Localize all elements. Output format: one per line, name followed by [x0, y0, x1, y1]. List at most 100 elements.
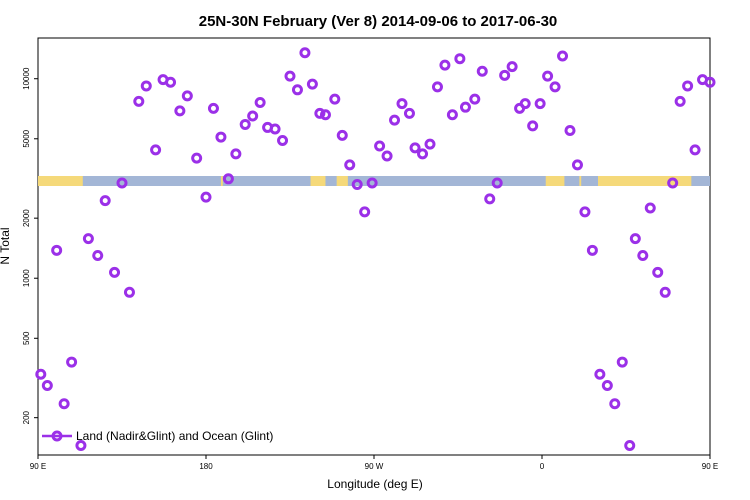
- data-point: [344, 159, 356, 171]
- data-point: [499, 69, 511, 81]
- data-point: [674, 95, 686, 107]
- data-point: [215, 131, 227, 143]
- legend-marker: [51, 430, 63, 442]
- data-point: [82, 233, 94, 245]
- data-point: [506, 61, 518, 73]
- data-point: [689, 144, 701, 156]
- data-point: [351, 178, 363, 190]
- data-point: [629, 233, 641, 245]
- data-point: [66, 356, 78, 368]
- data-point: [133, 95, 145, 107]
- x-tick-label-1: 180: [199, 462, 213, 471]
- data-point: [51, 244, 63, 256]
- data-point: [594, 368, 606, 380]
- data-point: [191, 152, 203, 164]
- data-point: [637, 249, 649, 261]
- data-point: [222, 173, 234, 185]
- x-tick-label-0: 90 E: [30, 462, 46, 471]
- data-point: [454, 53, 466, 65]
- data-point: [424, 138, 436, 150]
- data-point: [389, 114, 401, 126]
- data-point: [446, 109, 458, 121]
- legend: Land (Nadir&Glint) and Ocean (Glint): [42, 429, 273, 443]
- legend-label: Land (Nadir&Glint) and Ocean (Glint): [76, 429, 273, 443]
- x-tick-label-3: 0: [540, 462, 545, 471]
- data-point: [586, 244, 598, 256]
- data-point: [704, 76, 716, 88]
- data-point: [431, 81, 443, 93]
- land-segment-4: [545, 176, 565, 186]
- data-point: [291, 84, 303, 96]
- data-point: [417, 148, 429, 160]
- land-segment-5: [579, 176, 582, 186]
- data-point: [491, 177, 503, 189]
- data-point: [571, 159, 583, 171]
- data-point: [254, 97, 266, 109]
- data-point: [200, 191, 212, 203]
- data-point: [284, 70, 296, 82]
- data-point: [58, 398, 70, 410]
- data-point: [329, 93, 341, 105]
- data-point: [92, 249, 104, 261]
- y-tick-label-1: 500: [22, 331, 31, 345]
- chart-title: 25N-30N February (Ver 8) 2014-09-06 to 2…: [199, 13, 558, 30]
- land-segment-6: [598, 176, 692, 186]
- data-point: [557, 50, 569, 62]
- land-segment-1: [220, 176, 223, 186]
- data-point: [579, 206, 591, 218]
- data-point: [381, 150, 393, 162]
- y-tick-label-2: 1000: [22, 269, 31, 287]
- data-point: [314, 107, 326, 119]
- data-point: [624, 440, 636, 452]
- data-point: [476, 65, 488, 77]
- data-point: [644, 202, 656, 214]
- data-point: [230, 148, 242, 160]
- data-point: [667, 177, 679, 189]
- data-point: [439, 59, 451, 71]
- data-point: [652, 266, 664, 278]
- data-point: [659, 286, 671, 298]
- land-segment-0: [38, 176, 83, 186]
- data-point: [534, 98, 546, 110]
- data-point: [409, 142, 421, 154]
- data-point: [306, 78, 318, 90]
- data-point: [140, 80, 152, 92]
- data-point: [174, 105, 186, 117]
- data-point: [366, 177, 378, 189]
- x-axis-label: Longitude (deg E): [327, 477, 422, 491]
- data-point: [123, 286, 135, 298]
- data-point: [601, 379, 613, 391]
- data-point: [527, 120, 539, 132]
- data-point: [239, 118, 251, 130]
- data-point: [247, 110, 259, 122]
- x-tick-label-4: 90 E: [702, 462, 718, 471]
- data-point: [484, 193, 496, 205]
- data-point: [519, 98, 531, 110]
- y-tick-label-4: 5000: [22, 129, 31, 147]
- data-points: [35, 47, 716, 452]
- data-point: [336, 129, 348, 141]
- data-point: [396, 98, 408, 110]
- data-point: [299, 47, 311, 59]
- data-point: [165, 76, 177, 88]
- data-point: [459, 101, 471, 113]
- data-point: [542, 70, 554, 82]
- data-point: [374, 140, 386, 152]
- data-point: [116, 177, 128, 189]
- data-point: [403, 107, 415, 119]
- data-point: [41, 379, 53, 391]
- data-point: [181, 90, 193, 102]
- y-axis: 200 500 1000 2000 5000 10000: [22, 67, 38, 424]
- x-tick-label-2: 90 W: [365, 462, 384, 471]
- data-point: [682, 80, 694, 92]
- plot-area: [37, 37, 711, 456]
- land-segment-3: [336, 176, 348, 186]
- data-point: [35, 368, 47, 380]
- data-point: [75, 440, 87, 452]
- data-point: [99, 195, 111, 207]
- data-point: [277, 135, 289, 147]
- x-axis: 90 E 180 90 W 0 90 E: [30, 455, 718, 471]
- data-point: [319, 109, 331, 121]
- data-point: [359, 206, 371, 218]
- y-axis-label: N Total: [0, 227, 12, 264]
